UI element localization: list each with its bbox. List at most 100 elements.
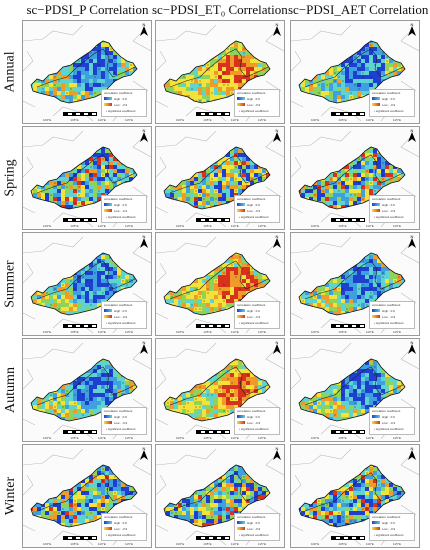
basin-outline bbox=[30, 252, 138, 316]
map-svg: N bbox=[23, 234, 151, 334]
longitude-tick-label: 105°E bbox=[70, 330, 79, 334]
north-arrow-icon bbox=[273, 450, 281, 460]
north-arrow-icon bbox=[140, 450, 148, 460]
row-label-summer: Summer bbox=[3, 260, 19, 308]
longitude-tick-label: 100°E bbox=[311, 224, 320, 228]
row-label-spring: Spring bbox=[3, 159, 18, 197]
legend-item-high: High : 0.9 bbox=[114, 309, 127, 313]
north-arrow-icon bbox=[408, 344, 416, 354]
basin-outline bbox=[163, 358, 271, 422]
longitude-tick-label: 100°E bbox=[311, 330, 320, 334]
legend-item-high: High : 0.9 bbox=[247, 415, 260, 419]
longitude-tick-label: 105°E bbox=[338, 330, 347, 334]
north-label: N bbox=[143, 234, 146, 239]
longitude-tick-label: 115°E bbox=[124, 436, 133, 440]
longitude-tick-label: 115°E bbox=[124, 542, 133, 546]
legend-swatch-high bbox=[104, 97, 112, 100]
legend-swatch-low bbox=[372, 315, 380, 318]
legend-swatch-high bbox=[104, 309, 112, 312]
north-arrow-icon bbox=[408, 26, 416, 36]
legend-swatch-low bbox=[372, 421, 380, 424]
longitude-tick-label: 115°E bbox=[257, 118, 266, 122]
north-arrow-icon bbox=[140, 132, 148, 142]
basin-outline bbox=[30, 358, 138, 422]
north-arrow-icon bbox=[273, 344, 281, 354]
longitude-tick-label: 115°E bbox=[392, 436, 401, 440]
basin-outline bbox=[30, 40, 138, 104]
north-label: N bbox=[143, 22, 146, 27]
legend-item-high: High : 0.9 bbox=[114, 521, 127, 525]
map-svg: N bbox=[156, 234, 284, 334]
longitude-ticks: 100°E 105°E 110°E 115°E bbox=[176, 542, 266, 546]
map-svg: N bbox=[23, 446, 151, 546]
legend-item-low: Low : -0.9 bbox=[382, 315, 396, 319]
north-label: N bbox=[411, 22, 414, 27]
longitude-tick-label: 105°E bbox=[70, 542, 79, 546]
longitude-tick-label: 105°E bbox=[338, 436, 347, 440]
column-title-aet: sc−PDSI_AET Correlation bbox=[288, 2, 429, 17]
legend-item-high: High : 0.9 bbox=[247, 203, 260, 207]
column-title-et0: sc−PDSI_ET₀ Correlation bbox=[152, 2, 288, 17]
legend-item-low: Low : -0.9 bbox=[247, 421, 261, 425]
legend-item-significant: • significant coefficient bbox=[239, 321, 269, 325]
yellow-river-line bbox=[304, 48, 404, 88]
north-label: N bbox=[276, 128, 279, 133]
legend: correlation coefficient High : 0.9 Low :… bbox=[234, 195, 280, 223]
longitude-tick-label: 115°E bbox=[257, 436, 266, 440]
legend: correlation coefficient High : 0.9 Low :… bbox=[234, 301, 280, 329]
basin-outline bbox=[163, 464, 271, 528]
legend-item-high: High : 0.9 bbox=[382, 309, 395, 313]
legend-swatch-high bbox=[104, 415, 112, 418]
longitude-tick-label: 110°E bbox=[365, 542, 374, 546]
longitude-tick-label: 110°E bbox=[230, 224, 239, 228]
north-arrow-icon bbox=[140, 344, 148, 354]
north-arrow-icon bbox=[140, 26, 148, 36]
legend-item-high: High : 0.9 bbox=[382, 97, 395, 101]
legend-swatch-low bbox=[104, 315, 112, 318]
scale-bar bbox=[63, 324, 97, 328]
legend-item-low: Low : -0.9 bbox=[382, 103, 396, 107]
longitude-ticks: 100°E 105°E 110°E 115°E bbox=[176, 118, 266, 122]
longitude-tick-label: 105°E bbox=[338, 118, 347, 122]
longitude-ticks: 100°E 105°E 110°E 115°E bbox=[43, 118, 133, 122]
scale-bar bbox=[196, 430, 230, 434]
legend-item-low: Low : -0.9 bbox=[114, 527, 128, 531]
longitude-tick-label: 110°E bbox=[365, 436, 374, 440]
longitude-tick-label: 115°E bbox=[257, 330, 266, 334]
legend-swatch-low bbox=[372, 527, 380, 530]
scale-bar bbox=[196, 536, 230, 540]
legend-swatch-high bbox=[104, 521, 112, 524]
longitude-ticks: 100°E 105°E 110°E 115°E bbox=[311, 436, 401, 440]
legend-swatch-low bbox=[237, 421, 245, 424]
basin-outline bbox=[30, 464, 138, 528]
longitude-tick-label: 105°E bbox=[203, 436, 212, 440]
yellow-river-line bbox=[169, 260, 269, 300]
longitude-tick-label: 105°E bbox=[70, 436, 79, 440]
longitude-ticks: 100°E 105°E 110°E 115°E bbox=[311, 118, 401, 122]
basin-outline bbox=[298, 146, 406, 210]
legend-item-low: Low : -0.9 bbox=[247, 527, 261, 531]
basin-outline bbox=[163, 40, 271, 104]
legend: correlation coefficient High : 0.9 Low :… bbox=[101, 89, 147, 117]
yellow-river-line bbox=[304, 260, 404, 300]
legend-item-low: Low : -0.9 bbox=[382, 421, 396, 425]
longitude-ticks: 100°E 105°E 110°E 115°E bbox=[311, 224, 401, 228]
yellow-river-line bbox=[169, 366, 269, 406]
legend-item-high: High : 0.9 bbox=[247, 97, 260, 101]
longitude-tick-label: 100°E bbox=[176, 436, 185, 440]
map-svg: N bbox=[23, 128, 151, 228]
legend-title: correlation coefficient bbox=[104, 515, 133, 519]
legend: correlation coefficient High : 0.9 Low :… bbox=[101, 195, 147, 223]
legend-title: correlation coefficient bbox=[237, 197, 266, 201]
north-label: N bbox=[411, 128, 414, 133]
longitude-tick-label: 100°E bbox=[176, 118, 185, 122]
legend-item-high: High : 0.9 bbox=[382, 203, 395, 207]
longitude-ticks: 100°E 105°E 110°E 115°E bbox=[43, 224, 133, 228]
map-svg: N bbox=[23, 340, 151, 440]
scale-bar bbox=[63, 430, 97, 434]
north-label: N bbox=[276, 340, 279, 345]
column-title-p: sc−PDSI_P Correlation bbox=[26, 2, 149, 17]
